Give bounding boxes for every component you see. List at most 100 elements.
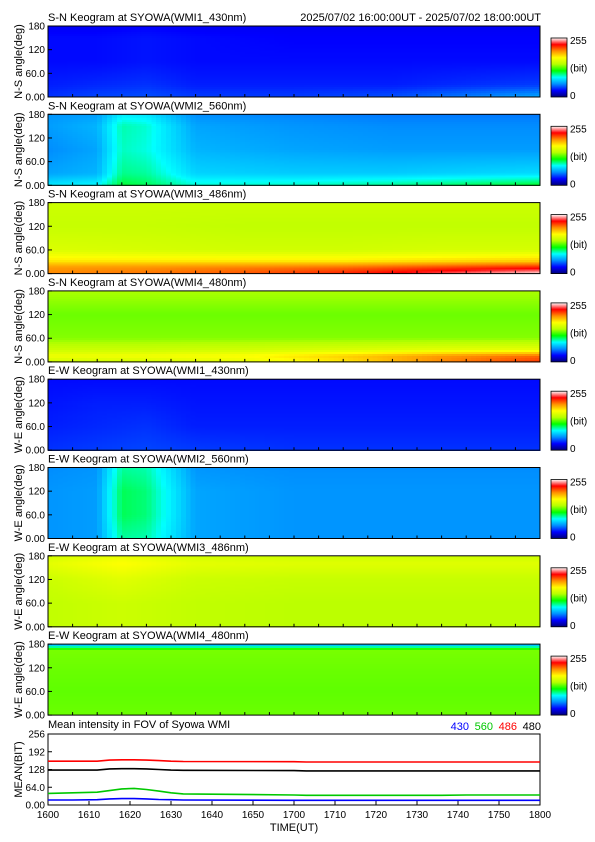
colorbar-min-label: 0 [570,179,576,190]
x-tick-label: 1610 [78,810,101,821]
colorbar-unit-label: (bit) [570,417,587,428]
y-tick-label: 120 [28,663,45,674]
y-tick-label: 180 [28,110,45,121]
y-tick-label: 64.0 [26,783,46,794]
y-axis-label: N-S angle(deg) [13,24,25,99]
series-line-486 [48,758,540,763]
y-axis-label: N-S angle(deg) [13,113,25,188]
y-tick-label: 180 [28,640,45,651]
colorbar-max-label: 255 [570,654,587,665]
colorbar-unit-label: (bit) [570,152,587,163]
colorbar [550,214,568,275]
heatmap-cells [48,467,541,540]
keogram-panel: S-N Keogram at SYOWA(WMI2_560nm)180 120 60… [13,100,587,192]
y-tick-label: 180 [28,198,45,209]
y-tick-label: 180 [28,286,45,297]
colorbar [550,390,568,451]
y-tick-label: 0.00 [26,711,46,722]
y-tick-label: 120 [28,310,45,321]
y-tick-label: 128 [28,765,45,776]
y-tick-label: 120 [28,222,45,233]
colorbar-max-label: 255 [570,124,587,135]
y-axis-label: W-E angle(deg) [13,376,25,453]
heatmap-cells [48,555,541,628]
panel-title: E-W Keogram at SYOWA(WMI2_560nm) [48,454,249,466]
colorbar-unit-label: (bit) [570,64,587,75]
y-tick-label: 60.0 [26,157,46,168]
keogram-panel: E-W Keogram at SYOWA(WMI2_560nm)180 120 60… [13,454,587,546]
y-tick-label: 0.00 [26,269,46,280]
x-tick-label: 1640 [201,810,224,821]
legend-entry: 486 [499,721,517,733]
colorbar-unit-label: (bit) [570,682,587,693]
colorbar-min-label: 0 [570,621,576,632]
x-tick-label: 1700 [283,810,306,821]
panel-title: E-W Keogram at SYOWA(WMI4_480nm) [48,630,249,642]
x-tick-label: 1800 [529,810,552,821]
y-tick-label: 60.0 [26,599,46,610]
mean-intensity-panel: Mean intensity in FOV of Syowa WMI 480 486… [13,719,552,834]
colorbar-unit-label: (bit) [570,328,587,339]
y-axis-label: W-E angle(deg) [13,641,25,718]
y-tick-label: 0.00 [26,93,46,104]
legend-entry: 430 [451,721,469,733]
colorbar-unit-label: (bit) [570,505,587,516]
x-tick-label: 1650 [242,810,265,821]
y-axis-label: N-S angle(deg) [13,201,25,276]
colorbar-min-label: 0 [570,268,576,279]
x-tick-label: 1740 [447,810,470,821]
x-tick-label: 1630 [160,810,183,821]
y-tick-label: 60.0 [26,245,46,256]
keogram-panel: E-W Keogram at SYOWA(WMI3_486nm)180 120 60… [13,542,587,634]
y-axis-label: W-E angle(deg) [13,465,25,542]
y-tick-label: 60.0 [26,687,46,698]
panel-title: Mean intensity in FOV of Syowa WMI [48,719,230,731]
colorbar-min-label: 0 [570,356,576,367]
x-tick-label: 1720 [365,810,388,821]
time-range-label: 2025/07/02 16:00:00UT - 2025/07/02 18:00… [300,12,541,24]
y-tick-label: 192 [28,747,45,758]
y-axis-label: MEAN(BIT) [13,741,25,797]
colorbar-max-label: 255 [570,478,587,489]
heatmap-cells [48,290,541,363]
y-tick-label: 60.0 [26,69,46,80]
panel-title: S-N Keogram at SYOWA(WMI4_480nm) [48,277,246,289]
keogram-panel: S-N Keogram at SYOWA(WMI3_486nm)180 120 60… [13,189,587,281]
keogram-panel: S-N Keogram at SYOWA(WMI1_430nm) 2025/07/… [13,12,587,104]
y-tick-label: 180 [28,22,45,33]
y-axis-label: N-S angle(deg) [13,289,25,364]
keogram-panel: E-W Keogram at SYOWA(WMI4_480nm)180 120 60… [13,630,587,722]
panel-title: S-N Keogram at SYOWA(WMI2_560nm) [48,100,246,112]
panel-title: S-N Keogram at SYOWA(WMI3_486nm) [48,189,246,201]
y-tick-label: 180 [28,463,45,474]
x-tick-label: 1750 [488,810,511,821]
y-tick-label: 60.0 [26,510,46,521]
x-tick-label: 1730 [406,810,429,821]
colorbar-max-label: 255 [570,301,587,312]
colorbar [550,567,568,628]
y-tick-label: 0.00 [26,357,46,368]
y-tick-label: 0.00 [26,534,46,545]
colorbar-unit-label: (bit) [570,593,587,604]
legend-entry: 480 [523,721,541,733]
y-tick-label: 180 [28,551,45,562]
plot-area [47,733,541,806]
colorbar-max-label: 255 [570,36,587,47]
heatmap-cells [48,114,541,186]
y-tick-label: 120 [28,133,45,144]
y-tick-label: 256 [28,730,45,741]
x-tick-label: 1600 [37,810,60,821]
heatmap-cells [48,644,541,716]
colorbar-max-label: 255 [570,213,587,224]
y-tick-label: 0.00 [26,622,46,633]
colorbar [550,655,568,716]
y-tick-label: 0.00 [26,181,46,192]
heatmap-cells [48,379,541,451]
colorbar-max-label: 255 [570,566,587,577]
colorbar [550,479,568,539]
y-tick-label: 120 [28,487,45,498]
x-tick-label: 1710 [324,810,347,821]
keogram-panel: E-W Keogram at SYOWA(WMI1_430nm)180 120 60… [13,365,587,457]
y-tick-label: 60.0 [26,422,46,433]
